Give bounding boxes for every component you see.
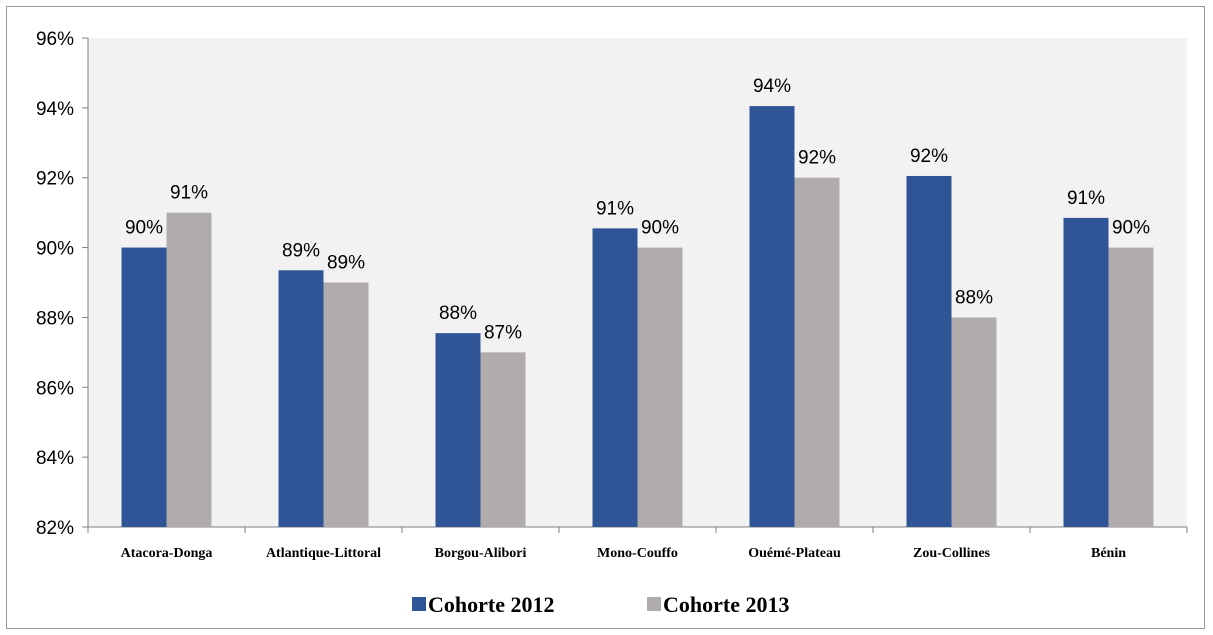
bar	[637, 247, 683, 528]
data-label: 90%	[125, 218, 163, 239]
bar	[480, 352, 526, 527]
bar	[166, 212, 212, 527]
y-tick-label: 90%	[36, 239, 74, 260]
x-tick-label: Zou-Collines	[913, 546, 991, 561]
y-tick-label: 88%	[36, 308, 74, 329]
data-label: 89%	[282, 240, 320, 261]
data-label: 92%	[910, 146, 948, 167]
bar	[749, 106, 795, 527]
bar	[121, 247, 167, 528]
bar	[1063, 217, 1109, 527]
x-tick-label: Atlantique-Littoral	[266, 546, 381, 561]
y-tick-label: 84%	[36, 448, 74, 469]
bar	[435, 333, 481, 527]
bar	[794, 177, 840, 527]
y-tick-label: 96%	[36, 29, 74, 50]
data-label: 91%	[1067, 188, 1105, 209]
y-tick-label: 86%	[36, 378, 74, 399]
y-tick-label: 92%	[36, 169, 74, 190]
bar	[1108, 247, 1154, 528]
data-label: 89%	[327, 253, 365, 274]
data-label: 91%	[170, 183, 208, 204]
data-label: 87%	[484, 322, 522, 343]
data-label: 90%	[1112, 218, 1150, 239]
x-tick-label: Borgou-Alibori	[435, 546, 527, 561]
data-label: 88%	[955, 287, 993, 308]
legend-swatch	[412, 597, 426, 611]
x-tick-label: Atacora-Donga	[121, 546, 213, 561]
bar	[951, 317, 997, 527]
data-label: 88%	[439, 303, 477, 324]
x-tick-label: Bénin	[1091, 546, 1126, 561]
x-tick-label: Mono-Couffo	[597, 546, 678, 561]
legend-label: Cohorte 2012	[428, 592, 554, 617]
bar	[592, 228, 638, 527]
x-tick-label: Ouémé-Plateau	[748, 546, 841, 561]
y-tick-label: 82%	[36, 518, 74, 539]
data-label: 92%	[798, 148, 836, 169]
legend-swatch	[647, 597, 661, 611]
bar	[906, 175, 952, 528]
data-label: 94%	[753, 76, 791, 97]
data-label: 90%	[641, 218, 679, 239]
bar	[278, 270, 324, 527]
bar	[323, 282, 369, 527]
legend-label: Cohorte 2013	[663, 592, 789, 617]
data-label: 91%	[596, 198, 634, 219]
y-tick-label: 94%	[36, 99, 74, 120]
